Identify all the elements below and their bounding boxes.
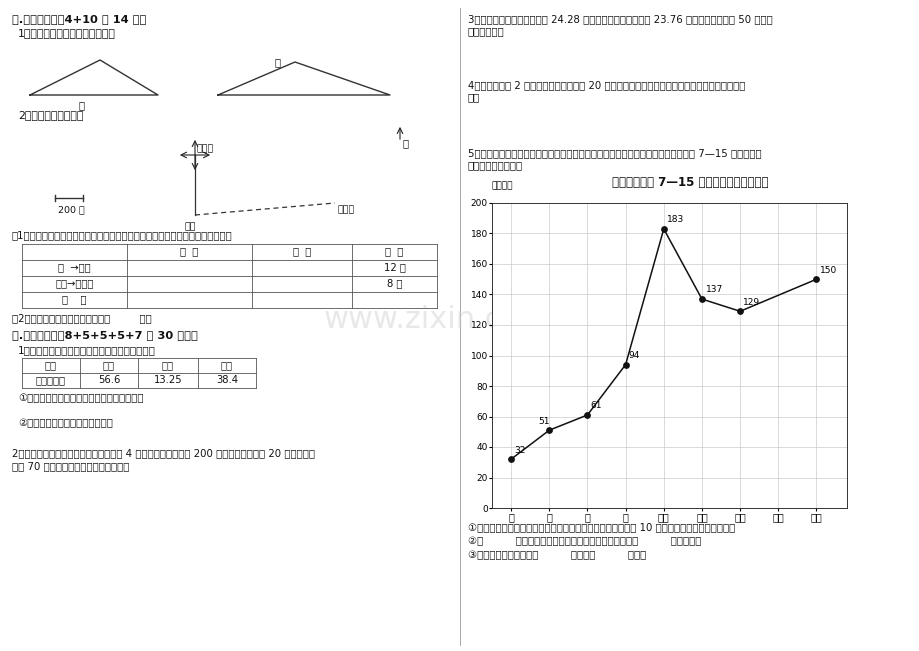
Text: 13.25: 13.25 <box>153 375 182 385</box>
Text: 公园: 公园 <box>184 222 196 231</box>
Text: （2）小刚走完全程的平均速度是（         ）。: （2）小刚走完全程的平均速度是（ ）。 <box>12 313 152 323</box>
Text: 56.6: 56.6 <box>97 375 120 385</box>
Point <box>694 294 709 304</box>
Text: 方  向: 方 向 <box>180 246 199 256</box>
Point <box>618 359 632 370</box>
Text: 200 米: 200 米 <box>58 205 85 214</box>
Point <box>580 409 595 420</box>
Text: 183: 183 <box>666 215 684 225</box>
Text: 底: 底 <box>79 100 85 110</box>
Text: 公园→图书馆: 公园→图书馆 <box>55 278 94 288</box>
Text: 苹果: 苹果 <box>103 360 115 370</box>
Point <box>541 425 556 436</box>
Text: 61: 61 <box>590 402 601 410</box>
Text: 中国代表团第 7—15 届获得金牌情况统计图: 中国代表团第 7—15 届获得金牌情况统计图 <box>611 176 767 189</box>
Text: 图书馆: 图书馆 <box>337 205 355 214</box>
Text: 137: 137 <box>705 286 722 294</box>
Text: 家  →公园: 家 →公园 <box>58 262 91 272</box>
Text: 小刚家: 小刚家 <box>197 144 214 153</box>
Text: 香蕉: 香蕉 <box>162 360 174 370</box>
Text: 路  程: 路 程 <box>292 246 311 256</box>
Text: ③金牌数上升最快的是（          ）届到（          ）届。: ③金牌数上升最快的是（ ）届到（ ）届。 <box>468 550 645 560</box>
Point <box>732 306 746 316</box>
Text: ①张大伯昨天卖苹果的收入比香蕉多多少元？: ①张大伯昨天卖苹果的收入比香蕉多多少元？ <box>18 393 143 403</box>
Text: 12 分: 12 分 <box>383 262 405 272</box>
Text: 六.解决问题。（8+5+5+5+7 共 30 分。）: 六.解决问题。（8+5+5+5+7 共 30 分。） <box>12 330 198 340</box>
Text: 5、中国代表团在亚洲运动会上金牌数已经连续七届高居榜首，下面是中国代表团第 7—15 届亚运会获: 5、中国代表团在亚洲运动会上金牌数已经连续七届高居榜首，下面是中国代表团第 7—… <box>468 148 761 158</box>
Text: 3、李老师买数学参考书用了 24.28 元，买语文书参考书用了 23.76 元，他付给售货员 50 元，应: 3、李老师买数学参考书用了 24.28 元，买语文书参考书用了 23.76 元，… <box>468 14 772 24</box>
Point <box>655 224 670 234</box>
Point <box>504 454 518 464</box>
Text: 底: 底 <box>275 57 280 67</box>
Text: 1、张大伯昨天卖苹果、香蕉和龙眼的收入如下：: 1、张大伯昨天卖苹果、香蕉和龙眼的收入如下： <box>18 345 155 355</box>
Text: 2、量一量，填一填。: 2、量一量，填一填。 <box>18 110 84 120</box>
Text: （1）根据上面的路线图，认一认小刚去图书馆时所走的方向和路程，完成下表。: （1）根据上面的路线图，认一认小刚去图书馆时所走的方向和路程，完成下表。 <box>12 230 233 240</box>
Text: 单位：块: 单位：块 <box>492 182 513 191</box>
Text: 得金牌情况统计图。: 得金牌情况统计图。 <box>468 160 523 170</box>
Text: 名称: 名称 <box>45 360 57 370</box>
Text: 2、爸爸带小刚去滑雪。乘缆车上山用了 4 分钟，缆车每分钟行 200 米，滑雪下山用了 20 分钟，每分: 2、爸爸带小刚去滑雪。乘缆车上山用了 4 分钟，缆车每分钟行 200 米，滑雪下… <box>12 448 314 458</box>
Text: 时  间: 时 间 <box>385 246 403 256</box>
Text: 找回多少钱？: 找回多少钱？ <box>468 26 505 36</box>
Text: 51: 51 <box>538 417 549 426</box>
Text: 龙眼: 龙眼 <box>221 360 233 370</box>
Text: 150: 150 <box>819 266 836 275</box>
Text: 1、画出下列三角形指定底的高。: 1、画出下列三角形指定底的高。 <box>18 28 116 38</box>
Text: 钟行 70 米。滑雪比乘缆车多行多少米？: 钟行 70 米。滑雪比乘缆车多行多少米？ <box>12 461 130 471</box>
Text: ②（          ）届亚运会中国代表团获得的金牌数最多，（          ）届最少。: ②（ ）届亚运会中国代表团获得的金牌数最多，（ ）届最少。 <box>468 536 700 546</box>
Text: 8 分: 8 分 <box>386 278 402 288</box>
Text: ②张大伯昨天的总收入是多少元？: ②张大伯昨天的总收入是多少元？ <box>18 418 113 428</box>
Text: www.zixin.com.cn: www.zixin.com.cn <box>323 305 596 335</box>
Text: 129: 129 <box>743 298 759 307</box>
Text: ①第十五届多哈亚运会中国代表团的金牌数比第十四届增加了 10 块。把上面的统计图画完整。: ①第十五届多哈亚运会中国代表团的金牌数比第十四届增加了 10 块。把上面的统计图… <box>468 522 734 532</box>
Text: 北: 北 <box>403 138 409 148</box>
Text: 94: 94 <box>628 351 640 360</box>
Text: 全    程: 全 程 <box>62 294 86 304</box>
Point <box>808 274 823 284</box>
Text: 32: 32 <box>514 446 525 454</box>
Text: 树？: 树？ <box>468 92 480 102</box>
Text: 38.4: 38.4 <box>216 375 238 385</box>
Text: 4、一条公路长 2 千米，在路的一旁每隔 20 米种一棵杨树，起点和终点都种。一共要种多少课杨: 4、一条公路长 2 千米，在路的一旁每隔 20 米种一棵杨树，起点和终点都种。一… <box>468 80 744 90</box>
Text: 五.探索与实践（4+10 共 14 分）: 五.探索与实践（4+10 共 14 分） <box>12 14 146 24</box>
Text: 收入（元）: 收入（元） <box>36 375 66 385</box>
